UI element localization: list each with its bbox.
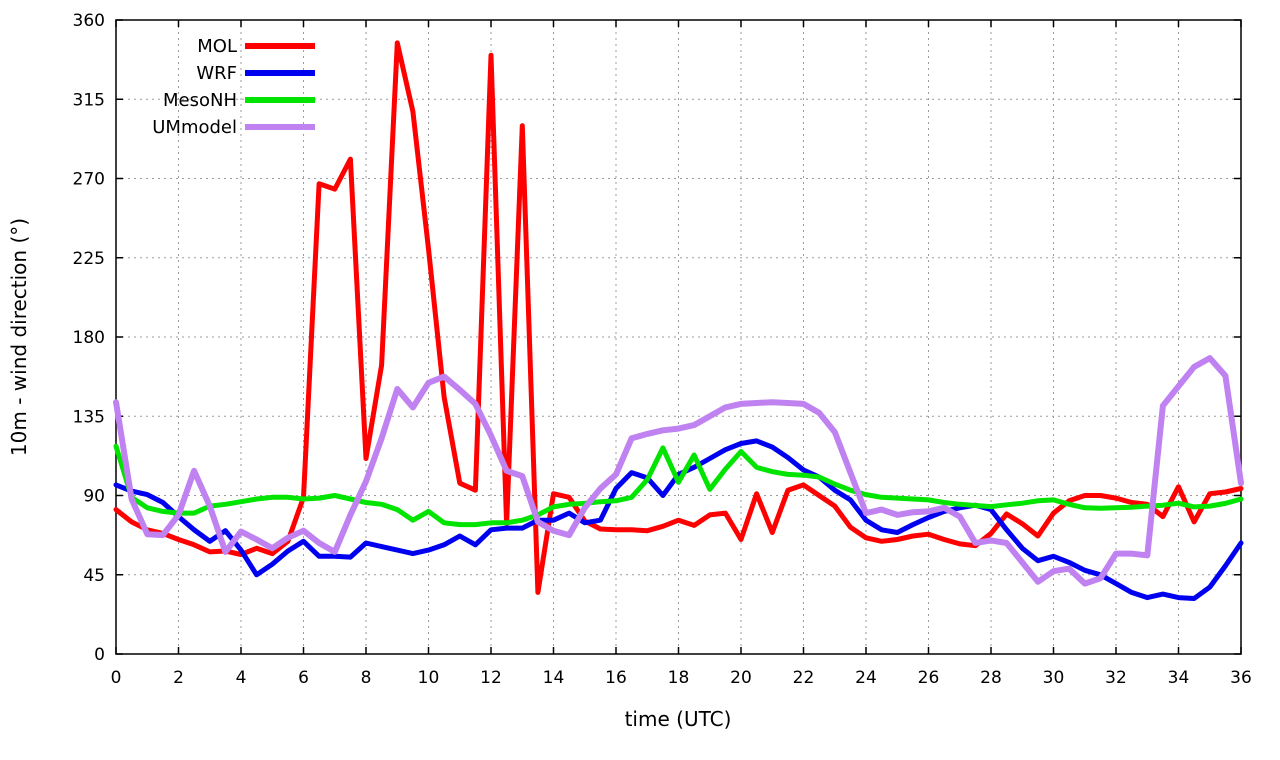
- x-tick-label: 4: [236, 668, 247, 688]
- y-tick-label: 315: [73, 90, 105, 110]
- x-tick-label: 24: [855, 668, 877, 688]
- x-tick-label: 10: [418, 668, 440, 688]
- y-tick-label: 90: [83, 487, 105, 507]
- legend-item-MesoNH: MesoNH: [163, 90, 315, 111]
- y-tick-label: 225: [73, 249, 105, 269]
- legend: MOL WRF MesoNH UMmodel: [152, 36, 315, 138]
- series-layer: [113, 40, 1244, 601]
- legend-item-MOL: MOL: [197, 36, 315, 57]
- legend-item-UMmodel: UMmodel: [152, 117, 315, 138]
- x-tick-label: 32: [1105, 668, 1127, 688]
- axis-ticks: [115, 19, 1242, 655]
- x-tick-label: 20: [730, 668, 752, 688]
- legend-label-MOL: MOL: [197, 36, 237, 57]
- legend-label-MesoNH: MesoNH: [163, 90, 237, 111]
- y-tick-label: 135: [73, 407, 105, 427]
- x-tick-label: 22: [793, 668, 815, 688]
- x-tick-label: 8: [361, 668, 372, 688]
- x-axis-label: time (UTC): [625, 707, 732, 731]
- x-tick-label: 0: [111, 668, 122, 688]
- x-tick-label: 30: [1043, 668, 1065, 688]
- x-tick-label: 26: [918, 668, 940, 688]
- grid-layer: [116, 20, 1241, 654]
- y-tick-label: 360: [73, 11, 105, 31]
- series-line-UMmodel: [113, 355, 1244, 587]
- x-tick-label: 36: [1230, 668, 1252, 688]
- x-tick-label: 34: [1168, 668, 1190, 688]
- legend-label-UMmodel: UMmodel: [152, 117, 237, 138]
- y-tick-label: 0: [94, 645, 105, 665]
- x-tick-label: 16: [605, 668, 627, 688]
- tick-labels: 0 2 4 6 8 10 12 14 16 18 20 22 24 26 28 30 32 34 360459013…: [73, 11, 1252, 688]
- x-tick-label: 2: [173, 668, 184, 688]
- legend-item-WRF: WRF: [196, 63, 315, 84]
- x-tick-label: 12: [480, 668, 502, 688]
- y-tick-label: 180: [73, 328, 105, 348]
- series-line-MesoNH: [113, 443, 1244, 528]
- y-tick-label: 45: [83, 566, 105, 586]
- series-line-WRF: [113, 438, 1244, 601]
- x-tick-label: 6: [298, 668, 309, 688]
- legend-label-WRF: WRF: [196, 63, 237, 84]
- y-axis-label: 10m - wind direction (°): [7, 218, 31, 456]
- x-tick-label: 14: [543, 668, 565, 688]
- x-tick-label: 18: [668, 668, 690, 688]
- y-tick-label: 270: [73, 170, 105, 190]
- x-tick-label: 28: [980, 668, 1002, 688]
